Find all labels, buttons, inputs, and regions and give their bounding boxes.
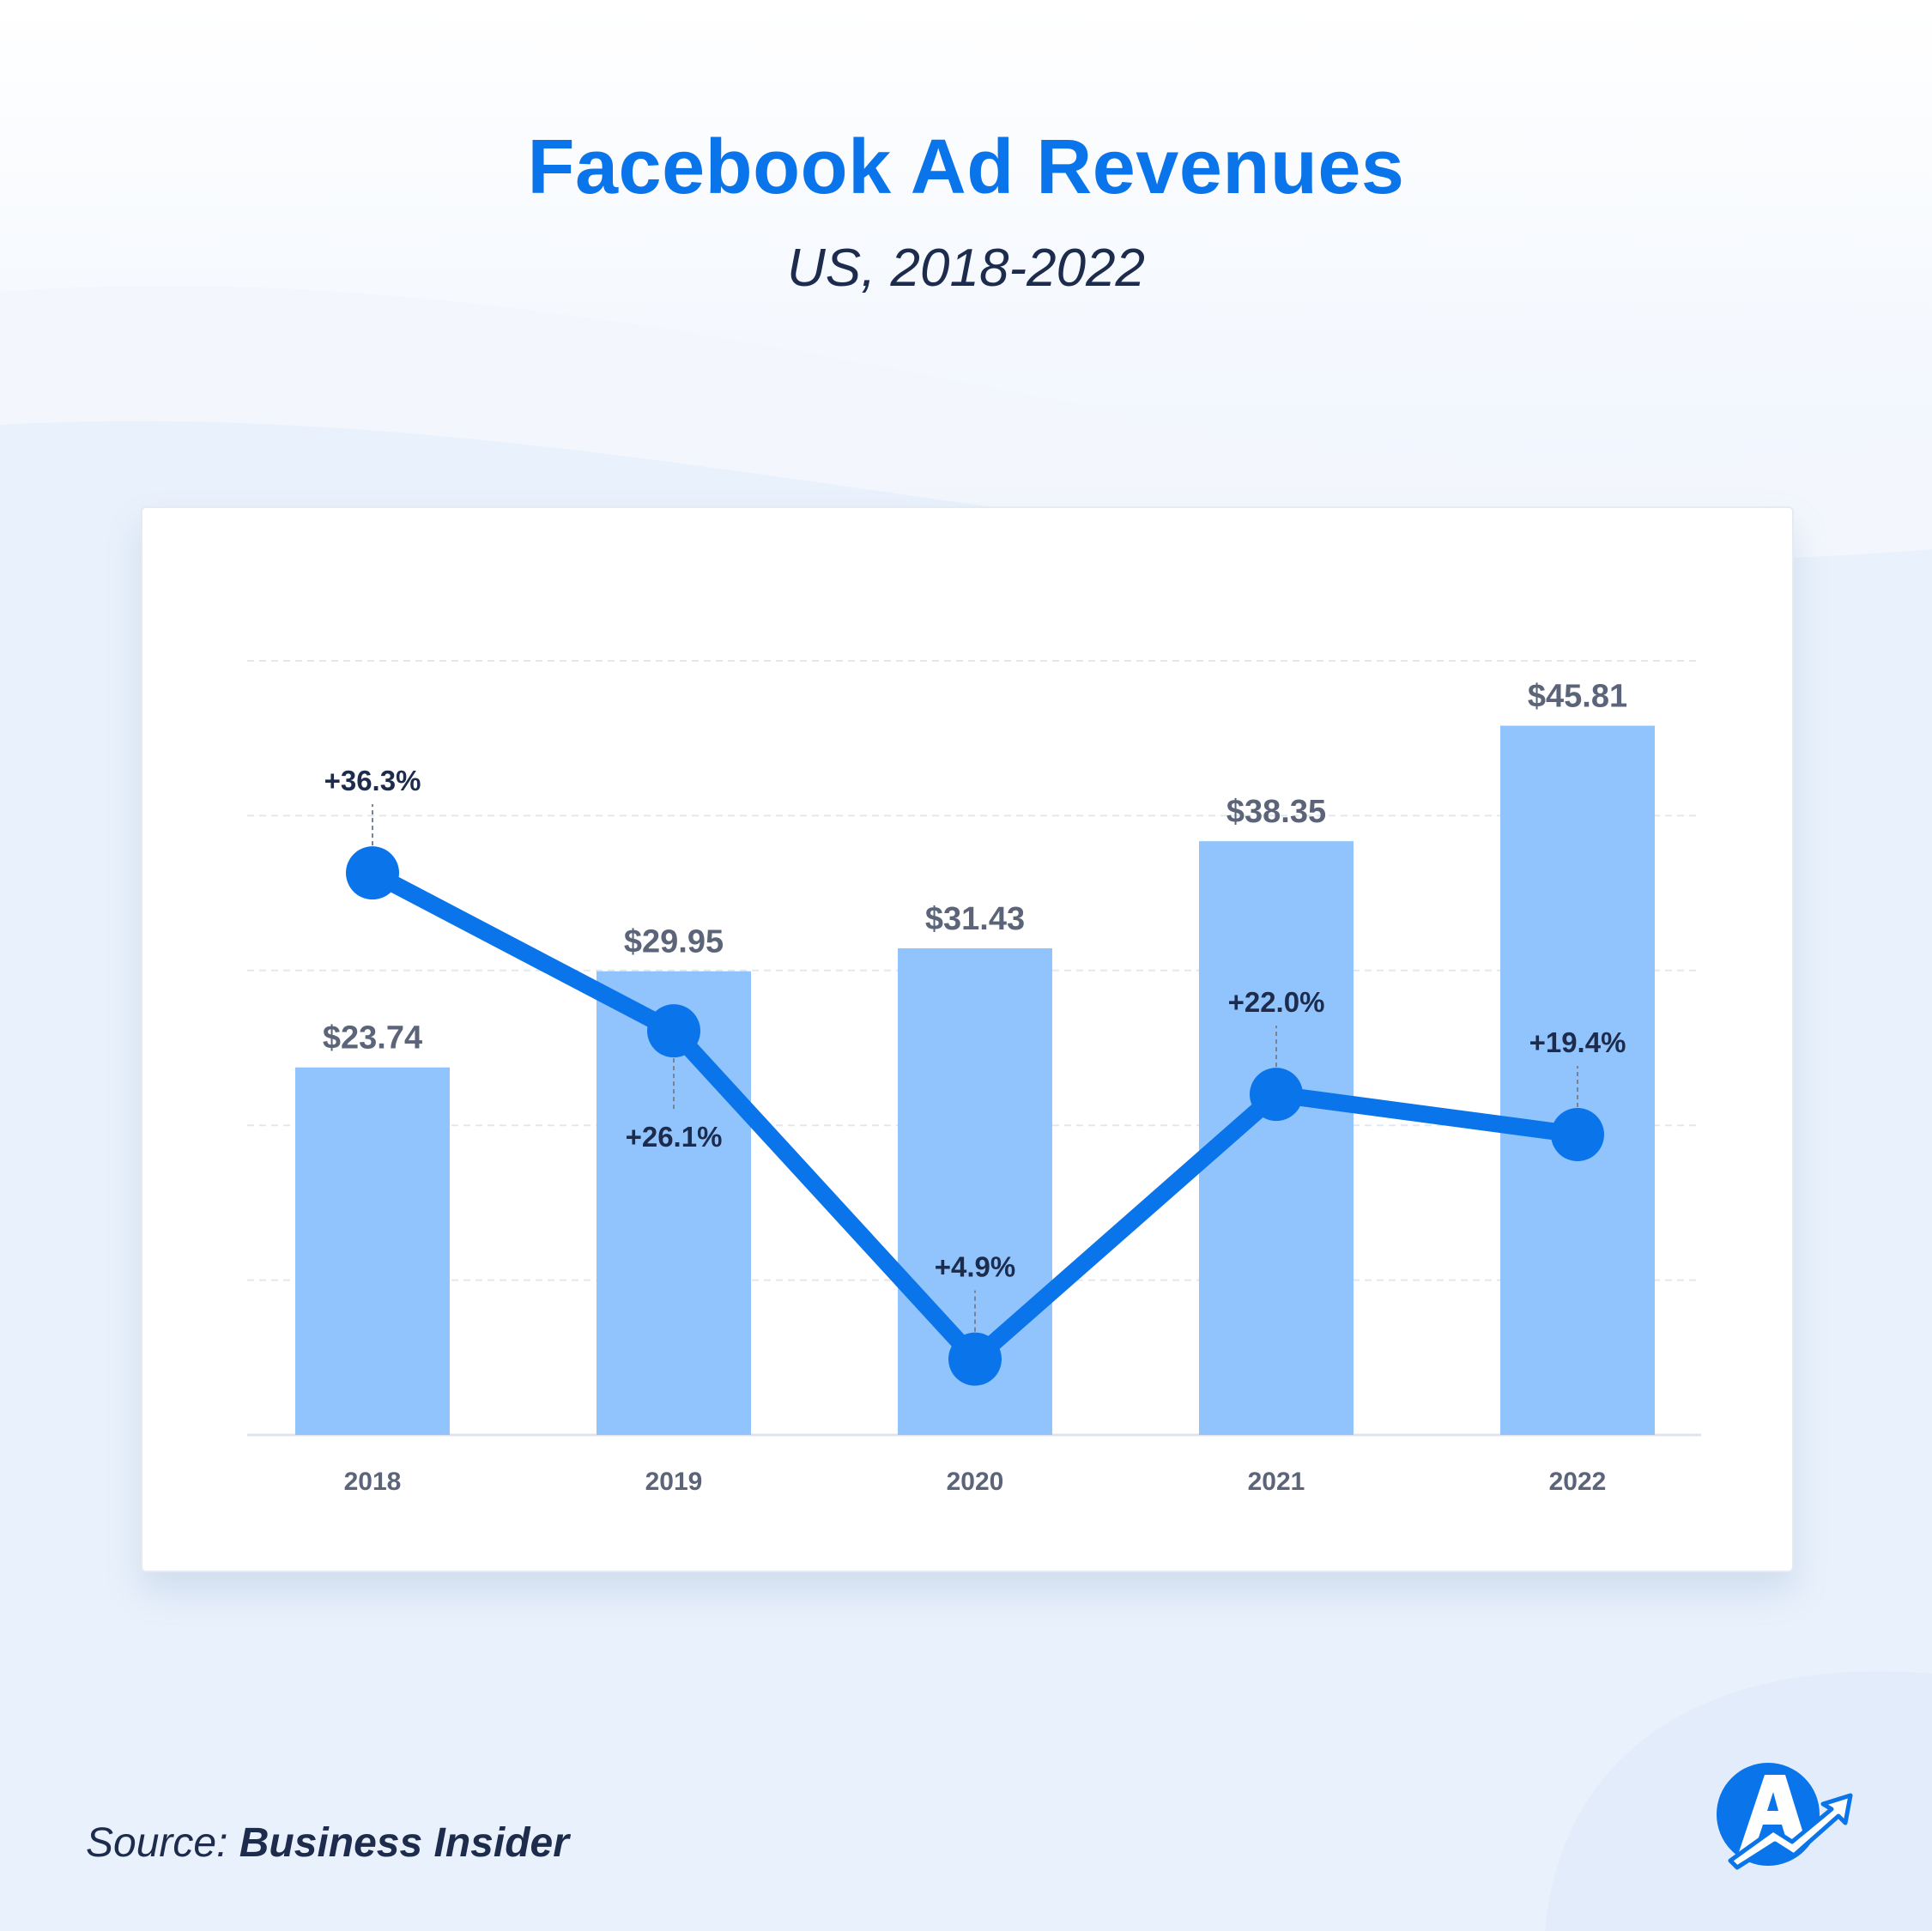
x-tick-label: 2018: [344, 1468, 402, 1496]
growth-point: [948, 1332, 1002, 1386]
x-tick-label: 2022: [1549, 1468, 1607, 1496]
wordstream-a-arrow-logo-icon: [1717, 1763, 1853, 1870]
source-prefix: Source:: [86, 1820, 239, 1866]
chart-title: Facebook Ad Revenues: [527, 124, 1405, 210]
growth-point: [647, 1004, 700, 1058]
bar: [295, 1067, 450, 1435]
bar-value-label: $45.81: [1528, 679, 1627, 715]
x-tick-label: 2019: [645, 1468, 703, 1496]
bar-value-label: $31.43: [925, 901, 1025, 937]
growth-value-label: +22.0%: [1228, 986, 1325, 1018]
growth-point: [346, 846, 399, 900]
growth-value-label: +19.4%: [1529, 1026, 1626, 1058]
source-note: Source: Business Insider: [86, 1823, 569, 1864]
growth-value-label: +26.1%: [626, 1121, 723, 1153]
x-tick-label: 2021: [1248, 1468, 1305, 1496]
chart-subtitle: US, 2018-2022: [786, 239, 1146, 298]
growth-value-label: +36.3%: [324, 765, 421, 796]
growth-point: [1250, 1068, 1303, 1122]
bar-value-label: $38.35: [1226, 794, 1326, 830]
x-tick-label: 2020: [947, 1468, 1004, 1496]
bar-value-label: $29.95: [624, 924, 724, 960]
growth-point: [1551, 1108, 1604, 1162]
growth-value-label: +4.9%: [935, 1251, 1016, 1283]
bar-value-label: $23.74: [323, 1020, 422, 1056]
source-name: Business Insider: [239, 1820, 569, 1866]
